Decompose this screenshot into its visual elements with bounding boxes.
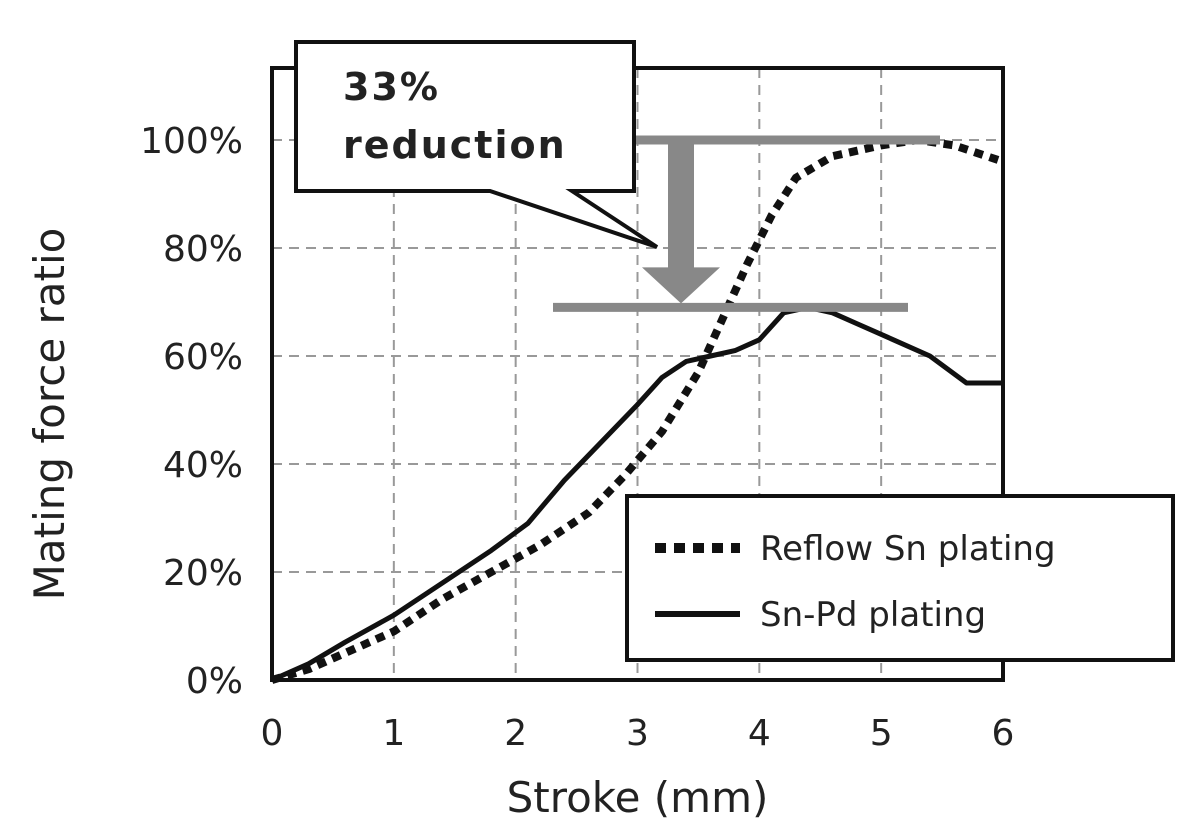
x-tick-label: 1 bbox=[382, 713, 405, 754]
legend-label: Sn-Pd plating bbox=[760, 595, 986, 635]
y-tick-label: 0% bbox=[186, 661, 243, 702]
x-tick-label: 0 bbox=[261, 713, 284, 754]
y-tick-label: 80% bbox=[163, 229, 243, 270]
reduction-annotation: 33% reduction bbox=[294, 40, 940, 312]
series-layer bbox=[270, 136, 1005, 684]
plot-frame bbox=[270, 66, 1005, 682]
x-tick-label: 4 bbox=[748, 713, 771, 754]
x-tick-label: 2 bbox=[504, 713, 527, 754]
y-tick-label: 20% bbox=[163, 553, 243, 594]
x-tick-label: 5 bbox=[870, 713, 893, 754]
y-tick-label: 60% bbox=[163, 337, 243, 378]
legend-label: Reflow Sn plating bbox=[760, 529, 1056, 569]
series-line-1 bbox=[270, 304, 1003, 683]
y-tick-label: 100% bbox=[140, 121, 243, 162]
down-arrow-icon bbox=[642, 140, 720, 304]
y-axis-title: Mating force ratio bbox=[25, 228, 74, 601]
callout-text-line: 33% bbox=[343, 65, 440, 109]
y-tick-label: 40% bbox=[163, 445, 243, 486]
x-tick-labels: 0 1 2 3 4 5 6 bbox=[261, 713, 1015, 754]
x-tick-label: 3 bbox=[626, 713, 649, 754]
x-axis-title: Stroke (mm) bbox=[507, 773, 769, 822]
x-tick-label: 6 bbox=[992, 713, 1015, 754]
legend: Reflow Sn plating Sn-Pd plating bbox=[625, 494, 1175, 662]
legend-box bbox=[625, 494, 1175, 662]
series-line-0 bbox=[270, 136, 1005, 684]
callout-text-line: reduction bbox=[343, 123, 567, 167]
y-tick-labels: 0% 20% 40% 60% 80% 100% bbox=[140, 121, 243, 702]
callout-box bbox=[294, 40, 659, 249]
